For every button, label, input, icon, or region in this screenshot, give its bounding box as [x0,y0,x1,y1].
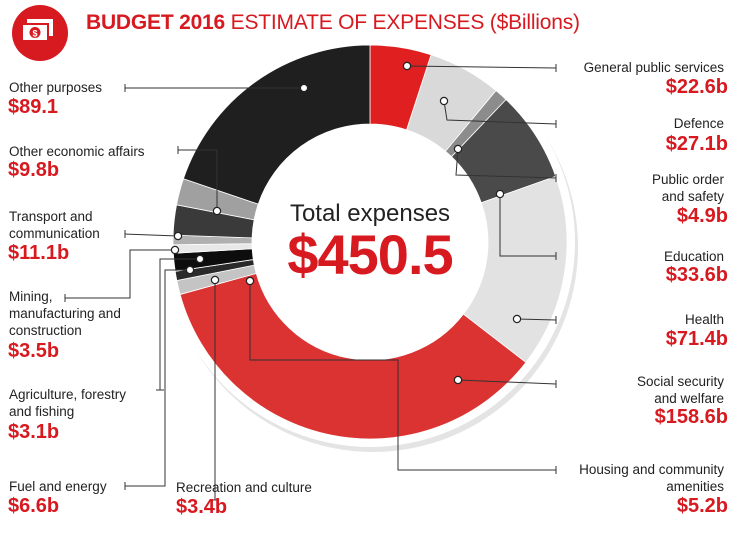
chart-title-rest: ESTIMATE OF EXPENSES ($Billions) [230,11,580,34]
leader-line [178,149,218,211]
leader-dot [185,265,195,275]
value-public-order: $4.9b [676,205,728,227]
leader-line [159,258,200,390]
label-recreation: Recreation and culture [176,480,312,495]
leader-line [124,233,179,237]
leader-dot [210,275,220,285]
label-general-public-services: General public services [583,60,724,75]
value-mining: $3.5b [8,340,60,362]
label-fuel-energy: Fuel and energy [9,479,107,494]
label-agriculture: Agriculture, forestry and fishing [9,387,127,419]
value-other-economic-affairs: $9.8b [8,159,60,181]
svg-text:$: $ [32,29,37,39]
chart-title-bold: BUDGET 2016 [86,11,226,34]
leader-dot [173,231,183,241]
value-recreation: $3.4b [176,496,228,518]
leader-dot [212,206,222,216]
label-mining: Mining, manufacturing and construction [9,289,121,338]
donut-slice [182,44,371,205]
value-other-purposes: $89.1 [8,96,59,118]
label-social-security: Social security and welfare [636,374,724,406]
value-fuel-energy: $6.6b [8,495,60,517]
label-education: Education [663,249,724,264]
leader-line [457,379,557,385]
donut-slice [179,272,527,440]
label-other-economic-affairs: Other economic affairs [9,144,145,159]
label-public-order: Public order and safety [651,172,724,204]
leader-line [443,100,557,125]
leader-dot [512,314,522,324]
value-housing: $5.2b [676,495,728,517]
chart-title: BUDGET 2016 ESTIMATE OF EXPENSES ($Billi… [86,11,580,35]
leader-dot [299,83,309,93]
leader-dot [439,96,449,106]
leader-dot [453,144,463,154]
leader-line [499,194,556,257]
value-defence: $27.1b [665,133,728,155]
leader-dot [245,276,255,286]
leader-dot [453,375,463,385]
label-transport: Transport and communication [9,209,100,241]
leader-dot [170,245,180,255]
label-other-purposes: Other purposes [9,80,103,95]
leader-dot [402,61,412,71]
leader-lines [64,61,557,501]
value-agriculture: $3.1b [8,421,60,443]
leader-dot [195,254,205,264]
leader-line [125,269,190,487]
value-social-security: $158.6b [654,406,728,428]
value-education: $33.6b [665,264,728,286]
value-health: $71.4b [665,328,728,350]
leader-line [516,318,557,321]
leader-line [65,249,175,299]
center-total-value: $450.5 [287,223,453,286]
donut-slices [172,44,568,440]
leader-dot [495,189,505,199]
value-transport: $11.1b [8,242,70,264]
leader-line [455,148,557,179]
label-defence: Defence [673,116,724,131]
label-health: Health [684,312,724,327]
value-general-public-services: $22.6b [665,76,728,98]
leader-line [249,281,556,471]
money-icon: $ [12,5,68,61]
leader-line [406,65,557,69]
center-total-label: Total expenses [289,200,451,227]
label-housing: Housing and community amenities [579,462,724,494]
